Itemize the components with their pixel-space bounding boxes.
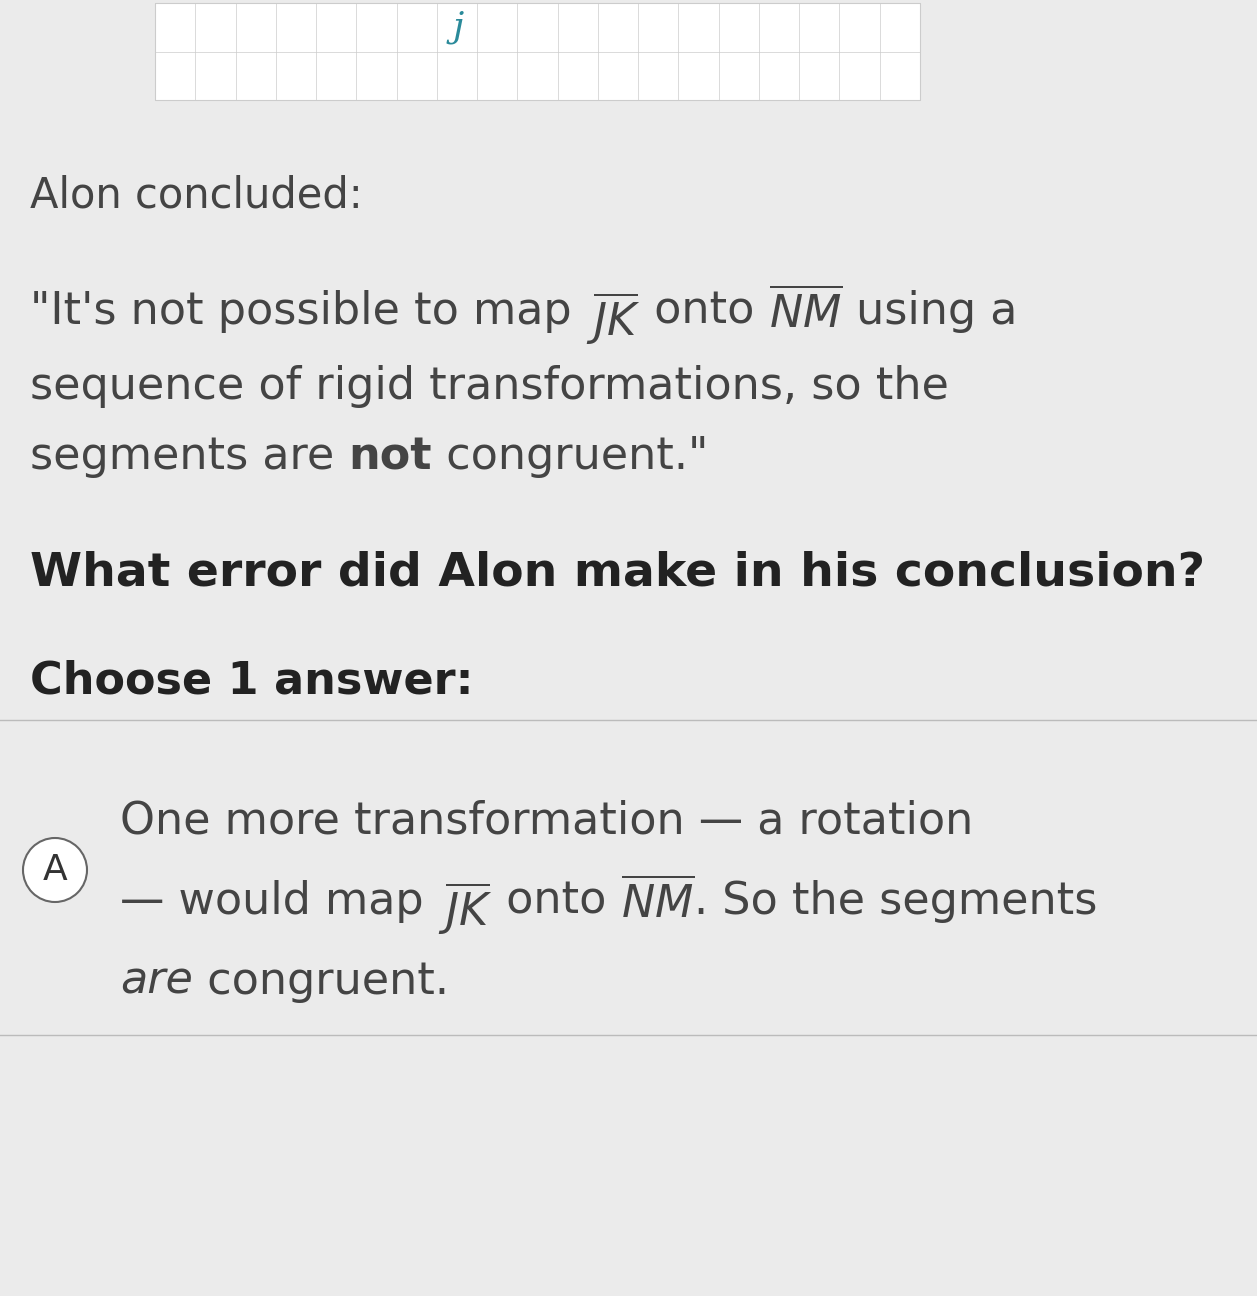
Text: $\overline{NM}$: $\overline{NM}$ (769, 290, 842, 337)
Text: One more transformation — a rotation: One more transformation — a rotation (119, 800, 973, 842)
Text: onto: onto (640, 290, 769, 333)
Text: $\overline{NM}$: $\overline{NM}$ (621, 880, 695, 928)
Bar (155, 3, 920, 100)
Text: — would map: — would map (119, 880, 437, 923)
Text: onto: onto (493, 880, 621, 923)
Text: congruent.": congruent." (432, 435, 708, 478)
Circle shape (23, 839, 87, 902)
Text: using a: using a (842, 290, 1018, 333)
Text: Alon concluded:: Alon concluded: (30, 175, 363, 216)
Text: What error did Alon make in his conclusion?: What error did Alon make in his conclusi… (30, 550, 1205, 595)
Text: j: j (453, 10, 464, 44)
Text: sequence of rigid transformations, so the: sequence of rigid transformations, so th… (30, 365, 949, 408)
Text: . So the segments: . So the segments (695, 880, 1097, 923)
Text: A: A (43, 853, 68, 886)
Text: are: are (119, 960, 192, 1003)
Text: congruent.: congruent. (192, 960, 449, 1003)
Text: Choose 1 answer:: Choose 1 answer: (30, 660, 474, 702)
Text: $\overline{JK}$: $\overline{JK}$ (586, 290, 640, 346)
Text: "It's not possible to map: "It's not possible to map (30, 290, 586, 333)
Text: $\overline{JK}$: $\overline{JK}$ (437, 880, 493, 937)
Text: not: not (348, 435, 432, 478)
Text: segments are: segments are (30, 435, 348, 478)
